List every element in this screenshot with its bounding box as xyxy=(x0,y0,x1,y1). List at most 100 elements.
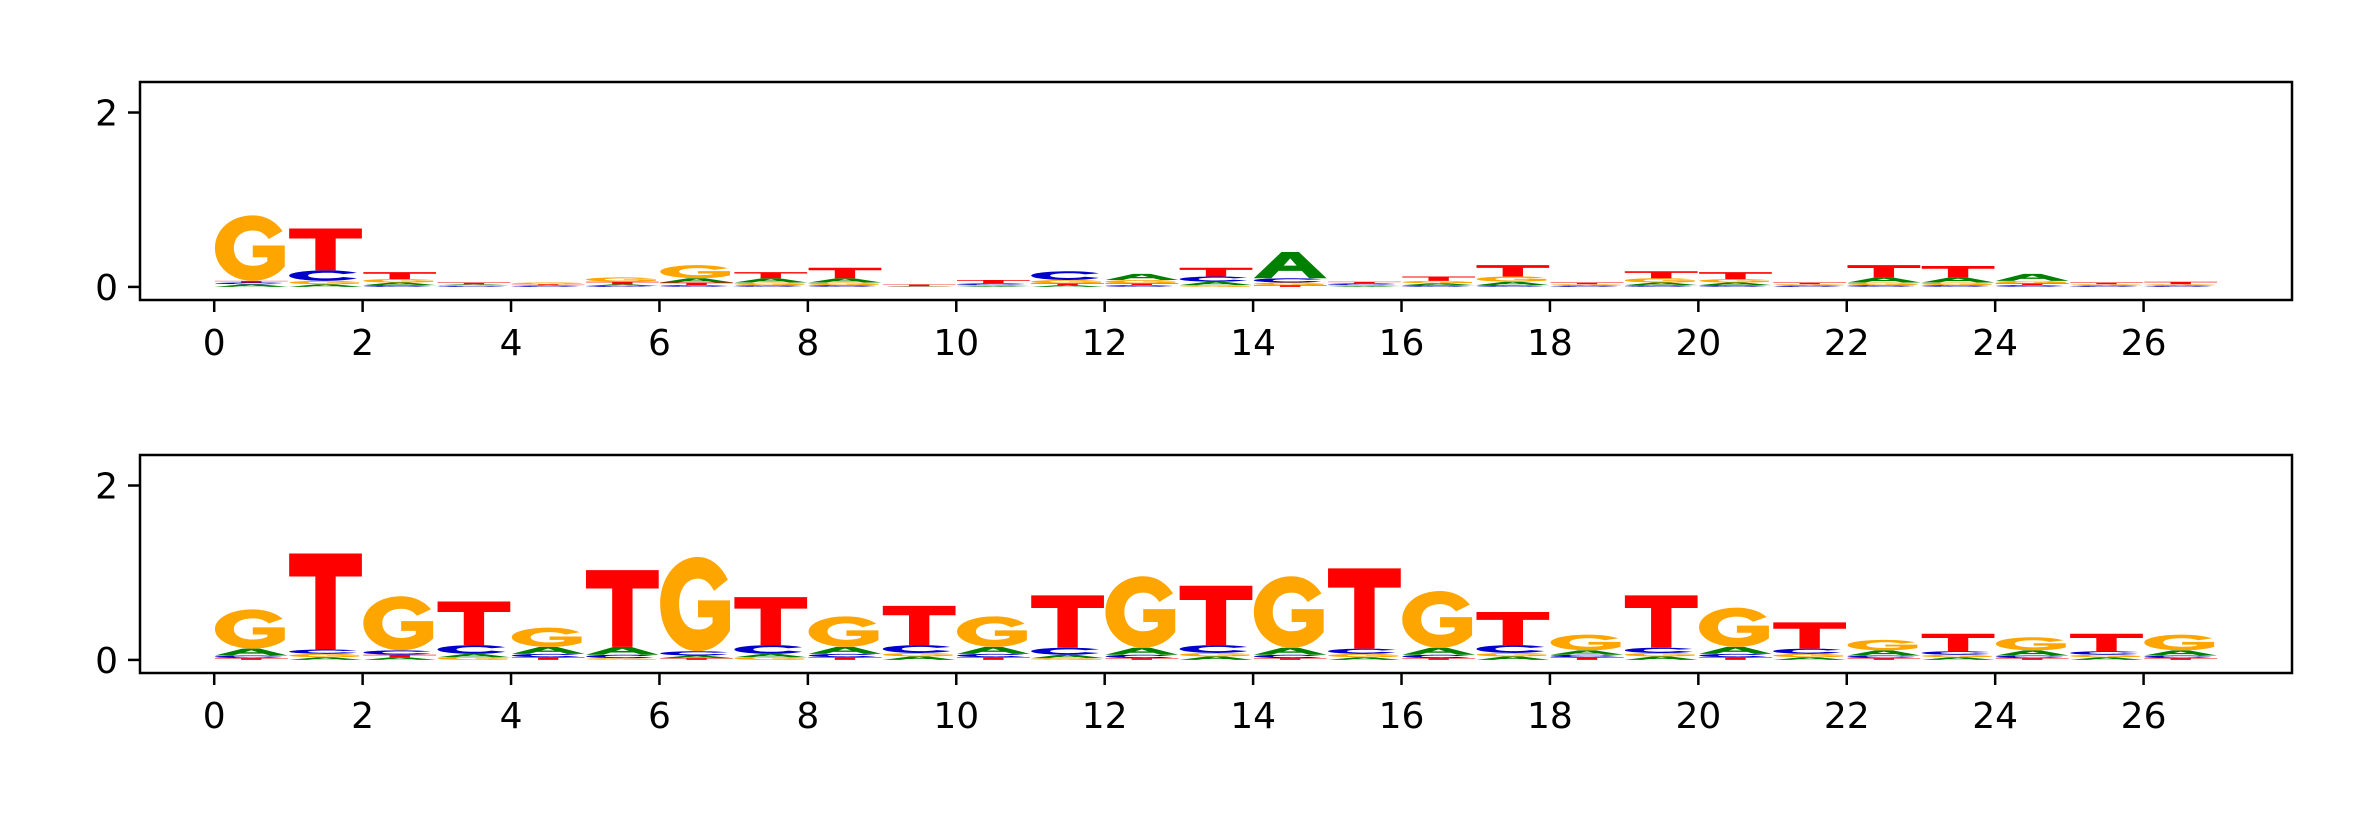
x-tick-label: 16 xyxy=(1379,323,1425,364)
logo-letter-c xyxy=(1179,276,1248,282)
logo-letter-c xyxy=(2144,286,2212,287)
plot-frame xyxy=(138,80,2294,302)
logo-letter-t xyxy=(214,280,288,283)
logo-letter-g xyxy=(363,596,434,651)
logo-letter-g xyxy=(1402,280,1473,284)
logo-letter-t xyxy=(214,658,288,660)
logo-letter-a xyxy=(511,285,585,287)
logo-letter-g xyxy=(437,657,508,660)
logo-letter-t xyxy=(1476,265,1550,277)
logo-letter-g xyxy=(1253,576,1324,648)
logo-letter-t xyxy=(660,282,733,286)
logo-letter-a xyxy=(1921,277,1995,283)
logo-letter-t xyxy=(363,654,437,658)
logo-letter-g xyxy=(2070,284,2140,286)
logo-letter-t xyxy=(1328,281,1401,284)
logo-letter-g xyxy=(585,658,656,660)
logo-letter-a xyxy=(1995,650,2069,656)
logo-letter-a xyxy=(660,655,733,659)
logo-letter-g xyxy=(1031,279,1102,284)
logo-letter-g xyxy=(1699,279,1769,283)
logo-letter-a xyxy=(1921,657,1995,660)
y-tick-label: 0 xyxy=(95,268,118,309)
logo-letter-t xyxy=(1031,283,1104,286)
logo-letter-a xyxy=(2070,657,2143,660)
logo-letter-g xyxy=(2144,634,2215,651)
x-tick-label: 2 xyxy=(351,323,374,364)
x-tick-label: 0 xyxy=(203,323,226,364)
logo-letter-t xyxy=(2070,282,2143,285)
logo-letter-g xyxy=(808,616,879,647)
logo-letter-g xyxy=(882,652,953,657)
logo-letter-t xyxy=(289,553,362,650)
logo-letter-t xyxy=(1847,658,1921,660)
logo-letter-c xyxy=(1550,654,1619,658)
logo-letter-t xyxy=(1624,271,1698,279)
logo-letter-g xyxy=(1773,284,1844,286)
logo-letter-a xyxy=(1550,650,1624,655)
x-tick-label: 12 xyxy=(1082,323,1128,364)
logo-letter-a xyxy=(1847,277,1921,283)
logo-letter-t xyxy=(1328,568,1401,649)
logo-letter-g xyxy=(957,616,1027,647)
logo-letter-a xyxy=(1550,285,1624,287)
x-tick-label: 4 xyxy=(500,323,523,364)
y-tick-label: 2 xyxy=(95,94,118,135)
logo-letter-t xyxy=(1995,283,2069,286)
logo-letter-a xyxy=(585,284,659,287)
logo-letter-a xyxy=(808,278,882,283)
logo-letter-a xyxy=(1699,282,1772,286)
logo-letter-a xyxy=(1624,656,1698,660)
logo-letter-t xyxy=(1253,658,1327,660)
logo-letter-a xyxy=(214,284,288,287)
logo-letter-g xyxy=(734,282,805,286)
logo-letter-c xyxy=(289,649,357,654)
logo-letter-a xyxy=(808,646,882,654)
logo-letter-a xyxy=(1995,273,2069,281)
logo-letter-a xyxy=(957,646,1030,654)
logo-letter-a xyxy=(511,646,585,654)
logo-letter-t xyxy=(437,282,511,285)
x-tick-label: 24 xyxy=(1972,323,2018,364)
logo-letter-c xyxy=(363,285,431,287)
logo-letter-c xyxy=(1847,655,1916,659)
logo-letter-c xyxy=(585,286,654,287)
logo-letter-t xyxy=(1550,282,1624,285)
x-tick-label: 24 xyxy=(1972,696,2018,737)
x-tick-label: 18 xyxy=(1527,696,1573,737)
logo-letter-a xyxy=(2144,650,2218,656)
logo-letter-g xyxy=(1921,282,1992,286)
logo-letter-t xyxy=(957,279,1030,284)
logo-letter-c xyxy=(511,286,580,287)
logo-letter-t xyxy=(1624,595,1698,648)
logo-letter-c xyxy=(660,651,728,656)
x-tick-label: 16 xyxy=(1379,696,1425,737)
logo-letter-c xyxy=(1179,645,1248,653)
x-tick-label: 14 xyxy=(1230,696,1276,737)
logo-letter-c xyxy=(1476,645,1545,653)
logo-letter-t xyxy=(882,605,956,646)
logo-letter-g xyxy=(660,265,731,279)
logo-letter-c xyxy=(1550,286,1619,287)
logo-letter-t xyxy=(1773,282,1847,285)
logo-letter-g xyxy=(289,280,359,285)
logo-letter-c xyxy=(1699,285,1767,287)
logo-letter-a xyxy=(1179,656,1253,660)
logo-letter-t xyxy=(363,272,437,280)
logo-letter-g xyxy=(214,609,285,649)
logo-letter-a xyxy=(1105,647,1179,655)
logo-letter-g xyxy=(1624,652,1695,657)
x-tick-label: 26 xyxy=(2121,696,2167,737)
logo-letter-g xyxy=(660,557,731,652)
logo-letter-g xyxy=(511,627,582,647)
logo-letter-t xyxy=(1550,657,1624,660)
logo-letter-g xyxy=(1031,658,1102,660)
logo-letter-g xyxy=(1253,282,1324,286)
logo-letter-c xyxy=(437,286,506,287)
logo-letter-a xyxy=(1773,657,1847,660)
logo-letter-c xyxy=(1402,654,1470,659)
logo-letter-t xyxy=(1402,276,1475,281)
